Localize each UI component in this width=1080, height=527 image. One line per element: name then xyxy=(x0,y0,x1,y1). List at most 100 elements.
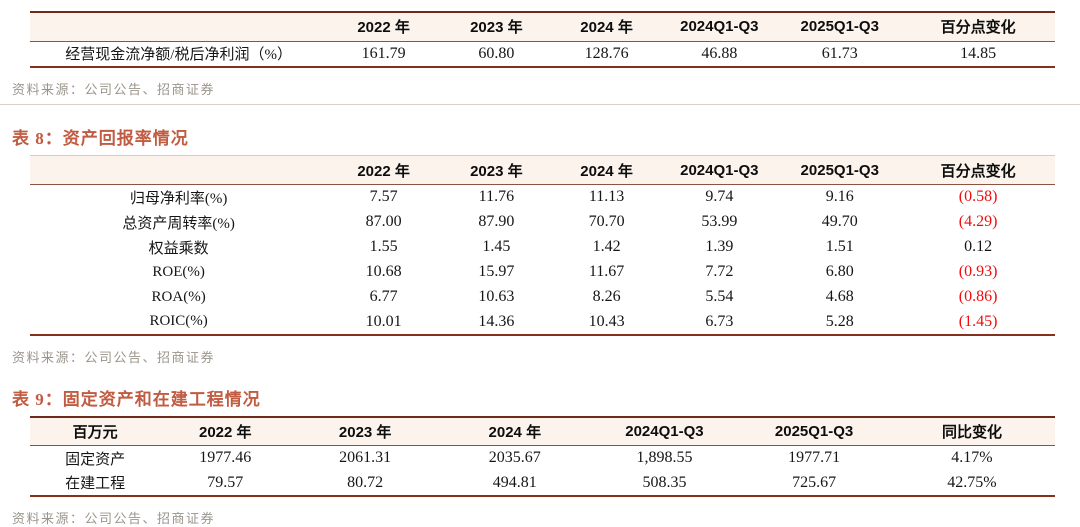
cell: 508.35 xyxy=(642,473,687,491)
column-header-2023: 2023 年 xyxy=(440,12,553,42)
cell-negative: (4.29) xyxy=(958,213,998,230)
cell: 9.16 xyxy=(825,188,854,206)
cell: 5.54 xyxy=(705,288,734,305)
row-label: ROIC(%) xyxy=(149,313,208,329)
table8-title: 表 8：资产回报率情况 xyxy=(12,129,189,148)
row-label: 总资产周转率(%) xyxy=(122,215,235,232)
column-header-empty xyxy=(30,155,328,185)
column-header-2025q13: 2025Q1-Q3 xyxy=(739,416,889,446)
cell: 80.72 xyxy=(347,473,384,491)
cell: 60.80 xyxy=(478,44,515,62)
cell-negative: (0.86) xyxy=(958,288,998,305)
column-header-2024q13: 2024Q1-Q3 xyxy=(589,416,740,446)
column-header-2024: 2024 年 xyxy=(552,155,661,185)
cell: 1977.46 xyxy=(199,449,252,467)
column-header-2022: 2022 年 xyxy=(160,416,291,446)
cell: 4.17% xyxy=(951,449,993,467)
column-header-2022: 2022 年 xyxy=(327,12,440,42)
cell-negative: (1.45) xyxy=(958,312,998,330)
table-row: 在建工程 79.57 80.72 494.81 508.35 725.67 42… xyxy=(30,471,1055,496)
cell: 10.68 xyxy=(365,263,402,280)
cashflow-table-section: 2022 年 2023 年 2024 年 2024Q1-Q3 2025Q1-Q3… xyxy=(30,11,1055,68)
header-row: 2022 年 2023 年 2024 年 2024Q1-Q3 2025Q1-Q3… xyxy=(30,12,1055,42)
cell: 87.90 xyxy=(478,213,515,230)
cell: 4.68 xyxy=(825,288,854,305)
cell: 0.12 xyxy=(964,238,993,255)
cell: 70.70 xyxy=(588,213,625,230)
cell: 11.13 xyxy=(588,188,625,206)
asset-return-table: 2022 年 2023 年 2024 年 2024Q1-Q3 2025Q1-Q3… xyxy=(30,155,1055,336)
cell: 8.26 xyxy=(592,288,621,305)
table-row: ROE(%) 10.68 15.97 11.67 7.72 6.80 (0.93… xyxy=(30,260,1055,285)
table-row: 经营现金流净额/税后净利润（%） 161.79 60.80 128.76 46.… xyxy=(30,41,1055,67)
cell-negative: (0.58) xyxy=(958,188,998,206)
row-label: 在建工程 xyxy=(65,476,126,492)
cell: 10.01 xyxy=(365,312,402,330)
table9-title: 表 9：固定资产和在建工程情况 xyxy=(12,389,261,409)
column-header-2024q13: 2024Q1-Q3 xyxy=(660,155,779,185)
column-header-2024q13: 2024Q1-Q3 xyxy=(660,12,779,42)
cell: 9.74 xyxy=(705,188,734,206)
cell: 15.97 xyxy=(478,263,515,280)
cell: 14.85 xyxy=(960,44,997,62)
column-header-2023: 2023 年 xyxy=(440,155,553,185)
column-header-2025q13: 2025Q1-Q3 xyxy=(778,12,902,42)
source-note: 资料来源：公司公告、招商证券 xyxy=(12,82,216,97)
cell: 11.76 xyxy=(478,188,515,206)
cell: 14.36 xyxy=(478,312,515,330)
row-label: ROA(%) xyxy=(151,288,206,305)
cell: 61.73 xyxy=(821,44,858,62)
cell: 10.43 xyxy=(588,312,625,330)
cell: 1,898.55 xyxy=(636,449,693,467)
cell: 42.75% xyxy=(947,473,997,491)
table-row: 权益乘数 1.55 1.45 1.42 1.39 1.51 0.12 xyxy=(30,235,1055,260)
cell: 128.76 xyxy=(584,44,629,62)
column-header-pp-change: 百分点变化 xyxy=(901,155,1055,185)
table-row: 固定资产 1977.46 2061.31 2035.67 1,898.55 19… xyxy=(30,446,1055,471)
table8-section: 2022 年 2023 年 2024 年 2024Q1-Q3 2025Q1-Q3… xyxy=(30,155,1055,336)
column-header-unit: 百万元 xyxy=(30,416,161,446)
cell: 79.57 xyxy=(207,473,244,491)
column-header-2022: 2022 年 xyxy=(327,155,440,185)
row-label: 权益乘数 xyxy=(148,240,209,257)
cell: 49.70 xyxy=(821,213,858,230)
cell: 1.42 xyxy=(592,238,621,255)
cell: 6.77 xyxy=(369,288,398,305)
cell: 7.72 xyxy=(705,263,734,280)
column-header-2024: 2024 年 xyxy=(552,12,661,42)
table-row: ROA(%) 6.77 10.63 8.26 5.54 4.68 (0.86) xyxy=(30,285,1055,310)
column-header-2023: 2023 年 xyxy=(290,416,440,446)
cell: 6.73 xyxy=(705,312,734,330)
cell: 7.57 xyxy=(369,188,398,206)
cell: 1.45 xyxy=(482,238,511,255)
section-divider xyxy=(0,104,1080,105)
table-row: 归母净利率(%) 7.57 11.76 11.13 9.74 9.16 (0.5… xyxy=(30,185,1055,210)
cell: 1.51 xyxy=(825,238,854,255)
column-header-yoy-change: 同比变化 xyxy=(888,416,1055,446)
row-label: ROE(%) xyxy=(152,263,205,280)
column-header-2025q13: 2025Q1-Q3 xyxy=(778,155,902,185)
cell: 53.99 xyxy=(701,213,738,230)
cell: 10.63 xyxy=(478,288,515,305)
table-row: ROIC(%) 10.01 14.36 10.43 6.73 5.28 (1.4… xyxy=(30,310,1055,335)
cashflow-coverage-table: 2022 年 2023 年 2024 年 2024Q1-Q3 2025Q1-Q3… xyxy=(30,11,1055,68)
cell: 2035.67 xyxy=(488,449,541,467)
cell: 161.79 xyxy=(361,44,406,62)
cell: 494.81 xyxy=(492,473,537,491)
cell-negative: (0.93) xyxy=(958,263,998,280)
cell: 1977.71 xyxy=(788,449,841,467)
cell: 46.88 xyxy=(701,44,738,62)
source-note: 资料来源：公司公告、招商证券 xyxy=(12,349,216,365)
cell: 87.00 xyxy=(365,213,402,230)
fixed-assets-table: 百万元 2022 年 2023 年 2024 年 2024Q1-Q3 2025Q… xyxy=(30,415,1055,497)
column-header-pp-change: 百分点变化 xyxy=(901,12,1055,42)
cell: 5.28 xyxy=(825,312,854,330)
column-header-empty xyxy=(30,12,328,42)
cell: 1.55 xyxy=(369,238,398,255)
cell: 6.80 xyxy=(825,263,854,280)
row-label: 归母净利率(%) xyxy=(129,190,228,207)
column-header-2024: 2024 年 xyxy=(439,416,590,446)
source-note: 资料来源：公司公告、招商证券 xyxy=(12,510,216,526)
cell: 1.39 xyxy=(705,238,734,255)
row-label: 固定资产 xyxy=(65,451,126,468)
